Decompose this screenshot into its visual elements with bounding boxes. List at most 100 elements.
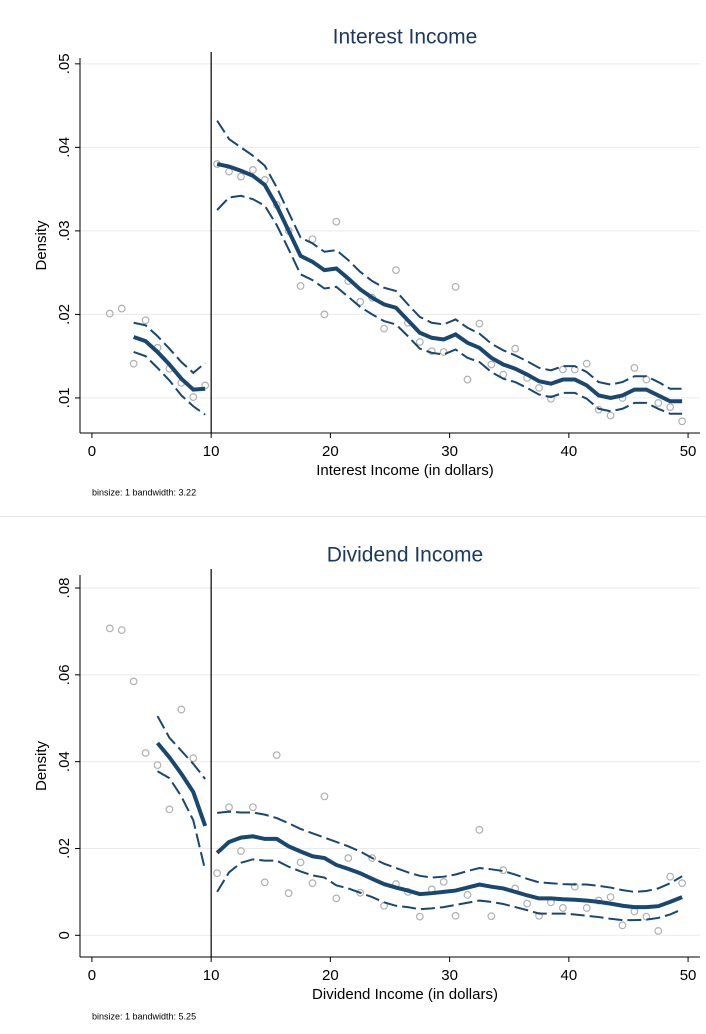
bin-point xyxy=(463,891,472,899)
bin-point xyxy=(475,319,484,328)
ci-lower xyxy=(156,770,207,871)
ci-upper xyxy=(156,715,206,780)
bin-point xyxy=(582,904,591,912)
y-tick-label: .05 xyxy=(56,53,73,74)
note: binsize: 1 bandwidth: 3.22 xyxy=(92,487,196,497)
y-tick-label: .06 xyxy=(56,664,73,685)
bin-point xyxy=(415,912,424,921)
x-tick-label: 40 xyxy=(561,967,578,984)
bin-point xyxy=(678,879,687,888)
bin-point xyxy=(666,872,675,881)
bin-point xyxy=(475,825,484,834)
bin-point xyxy=(654,927,663,935)
bin-point xyxy=(678,417,687,426)
bin-point xyxy=(356,297,365,306)
fit-line xyxy=(215,834,683,910)
ci-upper xyxy=(217,810,683,893)
y-tick-label: .03 xyxy=(56,220,73,241)
bin-point xyxy=(666,403,675,412)
bin-point xyxy=(284,889,293,898)
x-tick-label: 10 xyxy=(203,967,220,984)
bin-point xyxy=(463,375,472,384)
bin-point xyxy=(606,893,615,901)
bin-point xyxy=(153,761,162,770)
bin-point xyxy=(558,904,567,912)
bin-point xyxy=(451,911,460,920)
bin-point xyxy=(141,316,150,325)
bin-point xyxy=(248,803,257,812)
fit-line xyxy=(216,162,683,404)
ci-lower xyxy=(216,194,683,415)
bin-point xyxy=(237,172,245,181)
bin-point xyxy=(523,899,532,908)
bin-point xyxy=(439,348,448,356)
bin-point xyxy=(320,792,329,801)
bin-point xyxy=(570,882,579,891)
bin-point xyxy=(511,344,520,353)
bin-point xyxy=(129,677,138,686)
y-tick-label: 0 xyxy=(56,931,73,939)
note: binsize: 1 bandwidth: 5.25 xyxy=(92,1011,196,1021)
ci-upper xyxy=(133,321,206,375)
bin-point xyxy=(129,359,138,368)
x-tick-label: 50 xyxy=(680,967,697,984)
bin-point xyxy=(535,383,543,392)
x-axis-title: Interest Income (in dollars) xyxy=(316,462,494,479)
bin-point xyxy=(392,266,400,275)
chart-title: Interest Income xyxy=(333,26,478,49)
bin-point xyxy=(356,888,365,897)
x-tick-label: 30 xyxy=(441,443,458,460)
bin-point xyxy=(332,894,341,903)
bin-point xyxy=(451,282,460,291)
x-tick-label: 40 xyxy=(561,443,578,460)
bin-point xyxy=(201,381,210,390)
x-tick-label: 0 xyxy=(88,443,96,460)
y-tick-label: .02 xyxy=(56,304,73,325)
bin-point xyxy=(117,626,126,635)
fit-line xyxy=(155,741,208,827)
bin-point xyxy=(320,310,329,319)
ci-lower xyxy=(216,858,683,922)
bin-point xyxy=(415,338,424,346)
x-axis-title: Dividend Income (in dollars) xyxy=(312,986,498,1003)
y-tick-label: .04 xyxy=(56,751,73,772)
chart-title: Dividend Income xyxy=(327,544,483,567)
bin-point xyxy=(165,805,174,814)
bin-point xyxy=(439,878,448,886)
x-tick-label: 20 xyxy=(322,443,339,460)
bin-point xyxy=(582,359,591,368)
bin-point xyxy=(141,749,150,757)
bin-point xyxy=(308,879,317,888)
bin-point xyxy=(105,624,114,633)
bin-point xyxy=(630,363,639,372)
ci-lower xyxy=(133,351,206,416)
bin-point xyxy=(213,869,222,878)
bin-point xyxy=(177,705,186,714)
bin-point xyxy=(380,324,388,333)
bin-point xyxy=(189,393,198,401)
bin-point xyxy=(368,854,377,862)
y-axis-title: Density xyxy=(33,740,50,791)
bin-point xyxy=(105,309,114,318)
bin-point xyxy=(237,847,245,855)
x-tick-label: 50 xyxy=(680,443,697,460)
bin-point xyxy=(296,282,305,290)
bin-point xyxy=(332,217,341,226)
bin-point xyxy=(248,166,257,174)
bin-point xyxy=(260,878,269,887)
bin-point xyxy=(654,399,663,407)
fit-line xyxy=(132,335,206,392)
bin-point xyxy=(117,304,126,313)
x-tick-label: 0 xyxy=(88,967,96,984)
bin-point xyxy=(558,365,567,374)
y-tick-label: .01 xyxy=(56,387,73,408)
x-tick-label: 10 xyxy=(203,443,220,460)
bin-point xyxy=(535,911,543,920)
x-tick-label: 20 xyxy=(322,967,339,984)
bin-point xyxy=(606,411,615,420)
y-tick-label: .08 xyxy=(56,578,73,599)
bin-point xyxy=(296,858,305,867)
bin-point xyxy=(272,751,281,760)
bin-point xyxy=(547,394,555,403)
